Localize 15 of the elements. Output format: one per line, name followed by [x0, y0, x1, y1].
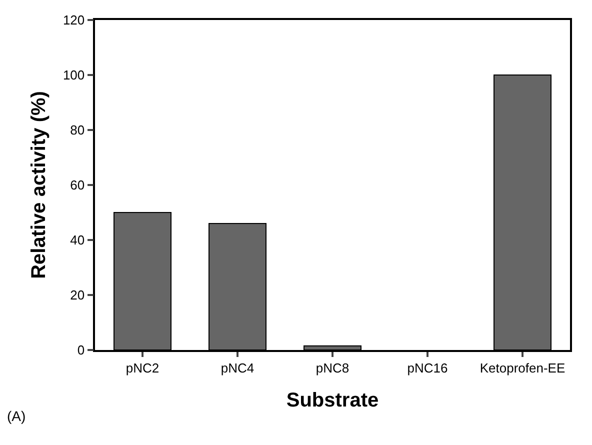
x-tick-label: pNC2 — [126, 360, 160, 376]
y-tick-label: 60 — [70, 178, 85, 193]
y-tick-label: 40 — [70, 232, 85, 248]
y-tick-label: 0 — [77, 342, 85, 358]
y-axis-title: Relative activity (%) — [28, 91, 50, 279]
y-tick-label: 20 — [70, 288, 85, 303]
x-tick-label: pNC16 — [407, 360, 448, 376]
x-axis-title: Substrate — [286, 389, 379, 412]
text: (A) — [7, 408, 26, 424]
y-tick-label: 80 — [70, 122, 85, 138]
x-tick-label: Ketoprofen-EE — [480, 360, 566, 376]
y-tick-label: 100 — [62, 68, 85, 83]
y-tick-label: 120 — [62, 12, 85, 28]
x-tick-label: pNC8 — [316, 360, 350, 376]
x-tick-label: pNC4 — [220, 360, 254, 376]
